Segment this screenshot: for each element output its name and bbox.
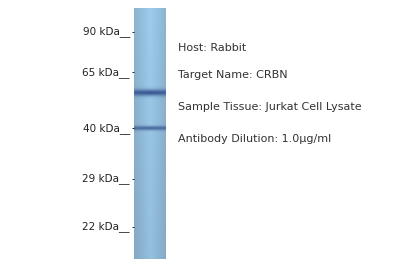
Text: 90 kDa__: 90 kDa__ bbox=[83, 27, 130, 37]
Text: Sample Tissue: Jurkat Cell Lysate: Sample Tissue: Jurkat Cell Lysate bbox=[178, 102, 362, 112]
Text: 65 kDa__: 65 kDa__ bbox=[82, 67, 130, 77]
Text: 29 kDa__: 29 kDa__ bbox=[82, 174, 130, 184]
Text: Host: Rabbit: Host: Rabbit bbox=[178, 43, 246, 53]
Text: Antibody Dilution: 1.0μg/ml: Antibody Dilution: 1.0μg/ml bbox=[178, 134, 331, 144]
Text: Target Name: CRBN: Target Name: CRBN bbox=[178, 70, 288, 80]
Text: 22 kDa__: 22 kDa__ bbox=[82, 222, 130, 232]
Text: 40 kDa__: 40 kDa__ bbox=[83, 123, 130, 134]
